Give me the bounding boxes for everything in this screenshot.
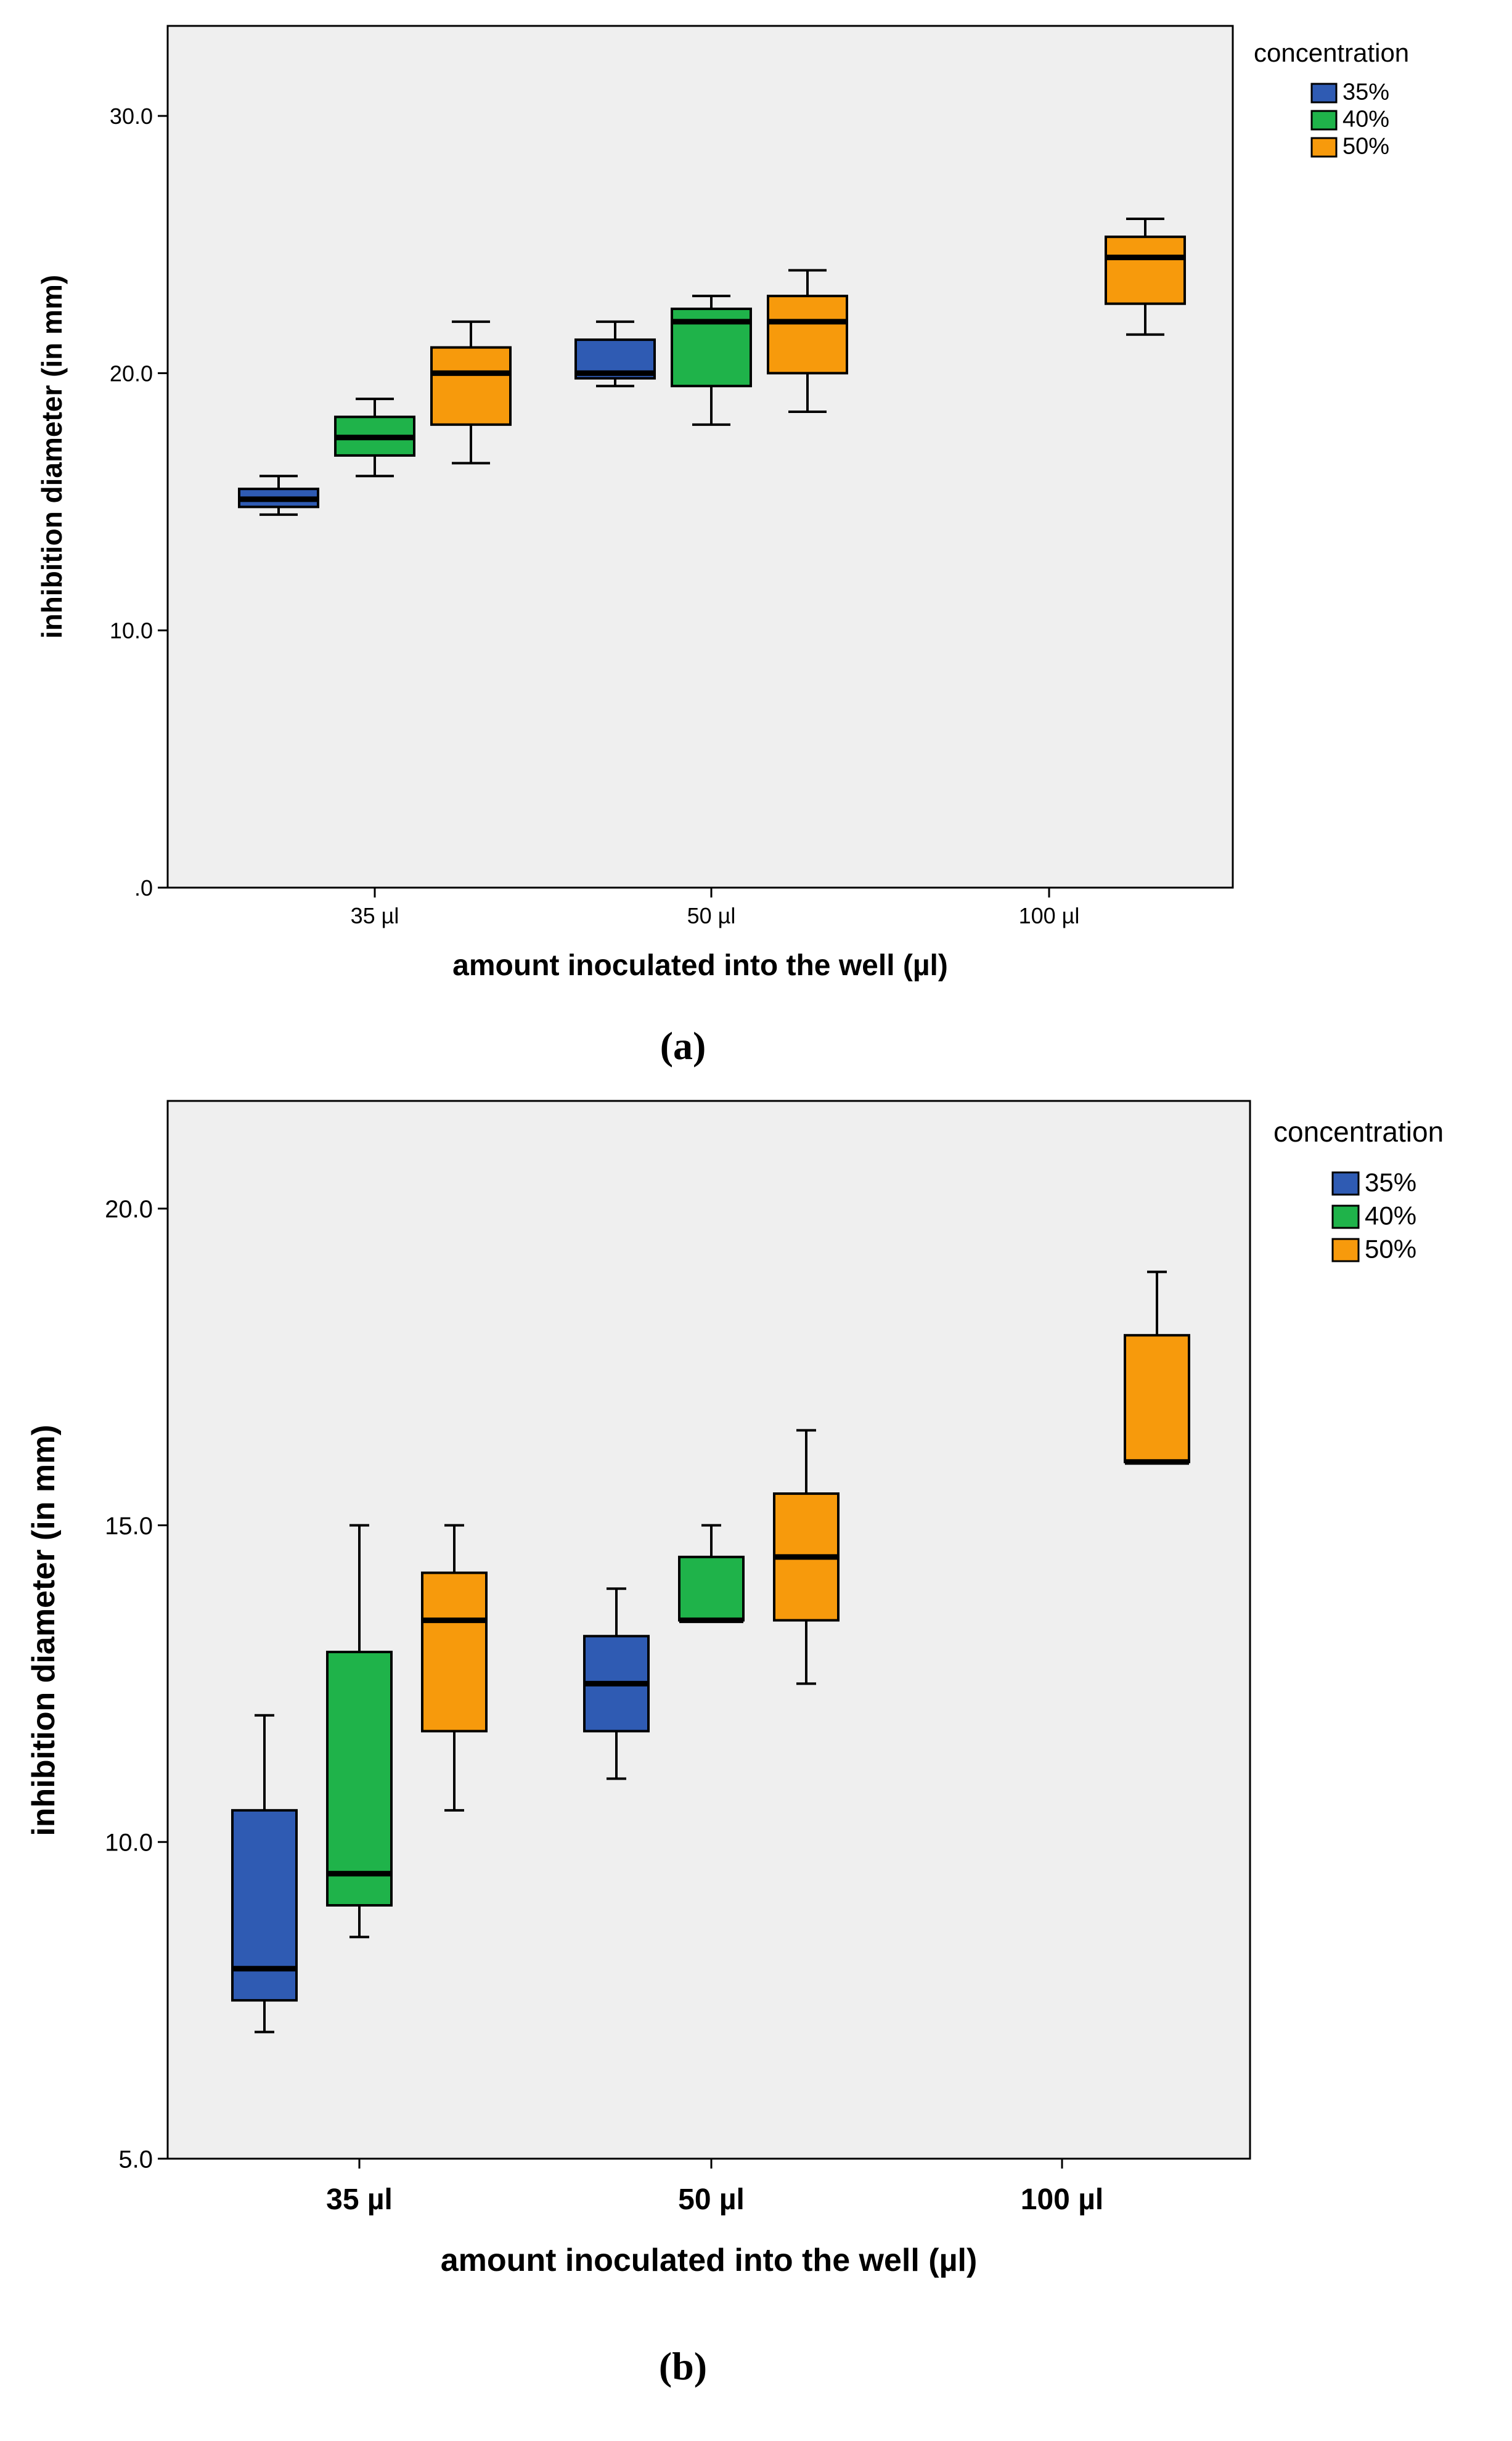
x-tick-label: 35 µl [326, 2183, 393, 2216]
box-35µl-40pct [334, 398, 415, 478]
x-tick-label: 100 µl [1019, 903, 1080, 928]
x-axis-title-a: amount inoculated into the well (µl) [452, 949, 948, 982]
legend-label: 50% [1365, 1235, 1416, 1264]
y-axis-title-a: inhibition diameter (in mm) [36, 275, 68, 639]
box-100µl-50pct [1105, 217, 1186, 336]
box-iqr [326, 1650, 393, 1907]
box-50µl-50pct [773, 1429, 840, 1685]
legend-swatch [1331, 1204, 1360, 1229]
y-tick-label: 20.0 [105, 1196, 153, 1223]
y-axis-title-b: inhibition diameter (in mm) [26, 1425, 62, 1836]
legend-b: 35% 40% 50% [1331, 1168, 1416, 1264]
box-iqr [1124, 1334, 1190, 1463]
x-tick-label: 35 µl [351, 903, 399, 928]
legend-swatch [1331, 1171, 1360, 1196]
x-axis-b: 35 µl 50 µl 100 µl [326, 2159, 1103, 2216]
x-axis-a: 35 µl 50 µl 100 µl [351, 888, 1080, 928]
boxes-a [238, 217, 1186, 516]
legend-title-a: concentration [1254, 38, 1409, 67]
box-iqr [231, 1809, 298, 2002]
caption-b: (b) [659, 2344, 707, 2388]
x-axis-title-b: amount inoculated into the well (µl) [441, 2243, 978, 2278]
legend-label: 35% [1342, 80, 1389, 105]
box-50µl-40pct [671, 295, 752, 426]
legend-label: 50% [1342, 134, 1389, 160]
x-tick-label: 50 µl [687, 903, 736, 928]
boxes-b [231, 1270, 1190, 2034]
box-35µl-35pct [231, 1714, 298, 2034]
y-tick-label: .0 [134, 875, 153, 901]
box-50µl-35pct [574, 320, 656, 388]
box-35µl-40pct [326, 1524, 393, 1939]
legend-label: 35% [1365, 1168, 1416, 1197]
x-tick-label: 100 µl [1021, 2183, 1103, 2216]
y-axis-a: .0 10.0 20.0 30.0 [110, 104, 168, 901]
box-iqr [421, 1571, 488, 1733]
y-tick-label: 5.0 [118, 2146, 153, 2173]
legend-swatch [1310, 110, 1338, 131]
y-tick-label: 10.0 [110, 618, 153, 644]
chart-panel-a: inhibition diameter (in mm) amount inocu… [36, 25, 1409, 1068]
box-iqr [430, 346, 512, 426]
box-iqr [767, 295, 848, 375]
y-tick-label: 30.0 [110, 104, 153, 129]
y-tick-label: 20.0 [110, 361, 153, 386]
box-50µl-40pct [678, 1524, 745, 1624]
chart-panel-b: inhibition diameter (in mm) amount inocu… [26, 1100, 1444, 2388]
y-tick-label: 15.0 [105, 1513, 153, 1540]
legend-swatch [1310, 137, 1338, 158]
box-iqr [678, 1555, 745, 1622]
box-35µl-50pct [430, 320, 512, 465]
box-iqr [1105, 235, 1186, 305]
legend-label: 40% [1365, 1201, 1416, 1230]
y-axis-b: 5.0 10.0 15.0 20.0 [105, 1196, 168, 2173]
box-35µl-35pct [238, 475, 319, 516]
legend-label: 40% [1342, 107, 1389, 133]
x-tick-label: 50 µl [678, 2183, 745, 2216]
y-tick-label: 10.0 [105, 1830, 153, 1857]
plot-area-a [166, 25, 1234, 889]
box-50µl-35pct [583, 1587, 650, 1780]
legend-a: 35%40%50% [1310, 80, 1389, 160]
plot-area-b [166, 1100, 1251, 2160]
caption-a: (a) [660, 1024, 706, 1068]
box-100µl-50pct [1124, 1270, 1190, 1465]
legend-swatch [1331, 1238, 1360, 1262]
legend-title-b: concentration [1273, 1116, 1444, 1148]
box-50µl-50pct [767, 269, 848, 413]
legend-swatch [1310, 83, 1338, 104]
box-35µl-50pct [421, 1524, 488, 1812]
